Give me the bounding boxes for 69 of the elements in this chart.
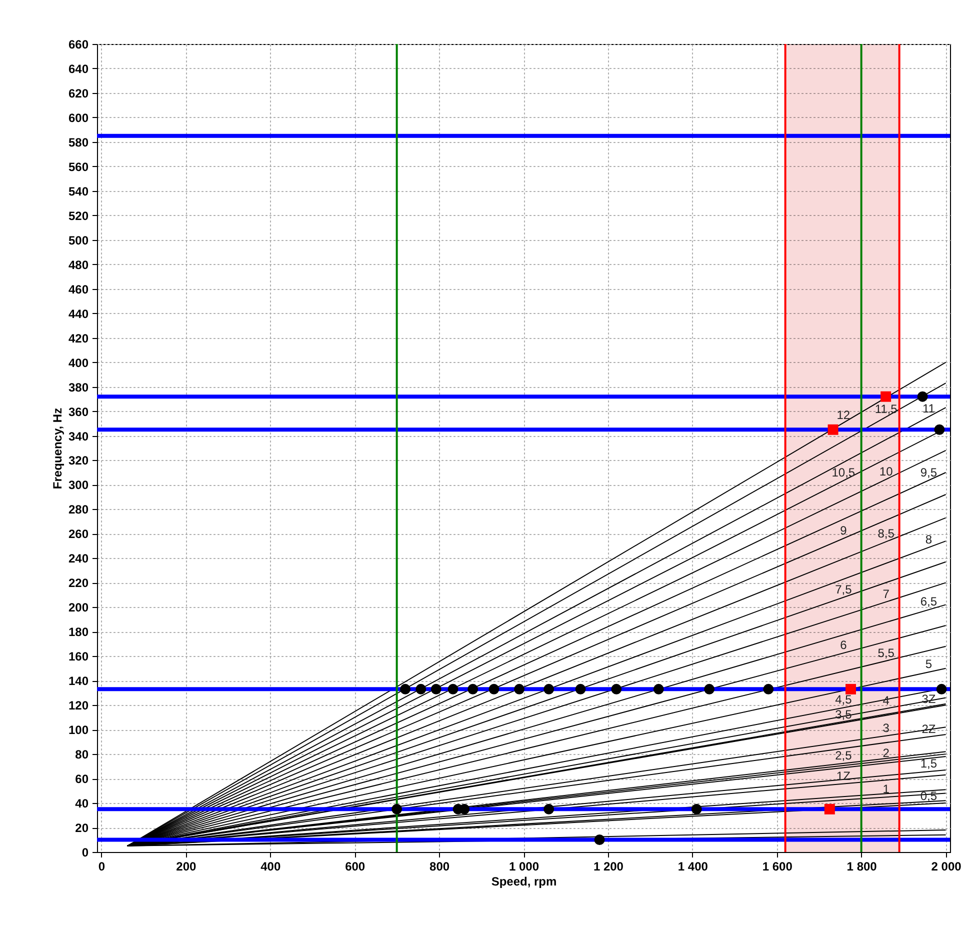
series-label: 12 [836,408,850,422]
series-label: 4,5 [835,692,852,707]
y-tick-label: 580 [68,135,89,150]
y-tick-label: 320 [68,454,89,468]
series-label: 8,5 [878,526,895,541]
y-tick-label: 100 [68,723,89,738]
y-tick-label: 60 [75,772,89,786]
y-tick-label: 600 [68,110,89,125]
y-tick-label: 240 [68,552,89,566]
series-label: 8 [925,532,932,546]
y-tick-label: 80 [75,748,89,762]
y-tick-label: 20 [75,821,89,836]
x-tick-label: 1 400 [678,860,708,874]
y-tick-label: 280 [68,502,89,517]
y-tick-label: 660 [68,38,89,52]
series-label: 9,5 [920,465,938,480]
series-label: 3 [882,720,890,735]
series-label: 6,5 [920,594,938,609]
y-tick-label: 180 [68,625,89,640]
y-tick-label: 400 [68,356,89,370]
x-tick-label: 1 800 [846,860,878,874]
x-tick-label: 1 200 [593,860,624,874]
x-tick-label: 1 600 [762,860,793,874]
series-label: 6 [840,638,848,652]
x-tick-label: 200 [176,860,197,874]
series-label: 2 [882,746,890,760]
y-tick-label: 40 [75,796,89,811]
series-label: 11,5 [874,402,898,416]
series-label: 10,5 [832,466,856,480]
series-label: 1Z [836,768,850,783]
y-tick-label: 160 [68,650,89,664]
y-tick-label: 440 [68,306,89,321]
series-label: 1 [882,782,890,796]
y-tick-label: 340 [68,429,89,444]
x-axis-title: Speed, rpm [491,874,557,888]
x-tick-label: 1 000 [508,860,540,874]
y-tick-label: 420 [68,331,89,346]
series-label: 10 [879,464,894,478]
series-label: 7 [882,586,890,601]
y-tick-label: 0 [82,846,89,860]
y-tick-label: 620 [68,86,89,100]
x-tick-label: 400 [260,860,281,874]
series-label: 9 [840,523,848,538]
y-tick-label: 200 [68,600,89,615]
y-tick-label: 380 [68,380,89,394]
x-tick-label: 0 [98,860,106,874]
y-tick-label: 220 [68,576,89,590]
y-tick-label: 480 [68,258,89,272]
y-tick-label: 520 [68,208,89,223]
x-tick-label: 600 [345,860,366,874]
series-label: 2,5 [835,748,852,762]
series-label: 5,5 [878,646,895,660]
x-tick-label: 800 [430,860,450,874]
y-tick-label: 140 [68,674,89,688]
y-tick-label: 640 [68,62,89,76]
series-label: 1,5 [920,756,938,771]
series-label: 5 [925,657,932,672]
x-tick-label: 2 000 [931,860,962,874]
y-tick-label: 120 [68,698,89,713]
y-tick-label: 260 [68,527,89,542]
y-axis-title: Frequency, Hz [50,408,64,490]
y-tick-label: 500 [68,233,89,248]
y-tick-label: 360 [68,404,89,419]
y-tick-label: 460 [68,282,89,296]
series-label: 7,5 [835,582,852,596]
y-tick-label: 560 [68,160,89,174]
series-label: 11 [922,402,936,416]
y-tick-label: 300 [68,478,89,492]
y-tick-label: 540 [68,184,89,198]
